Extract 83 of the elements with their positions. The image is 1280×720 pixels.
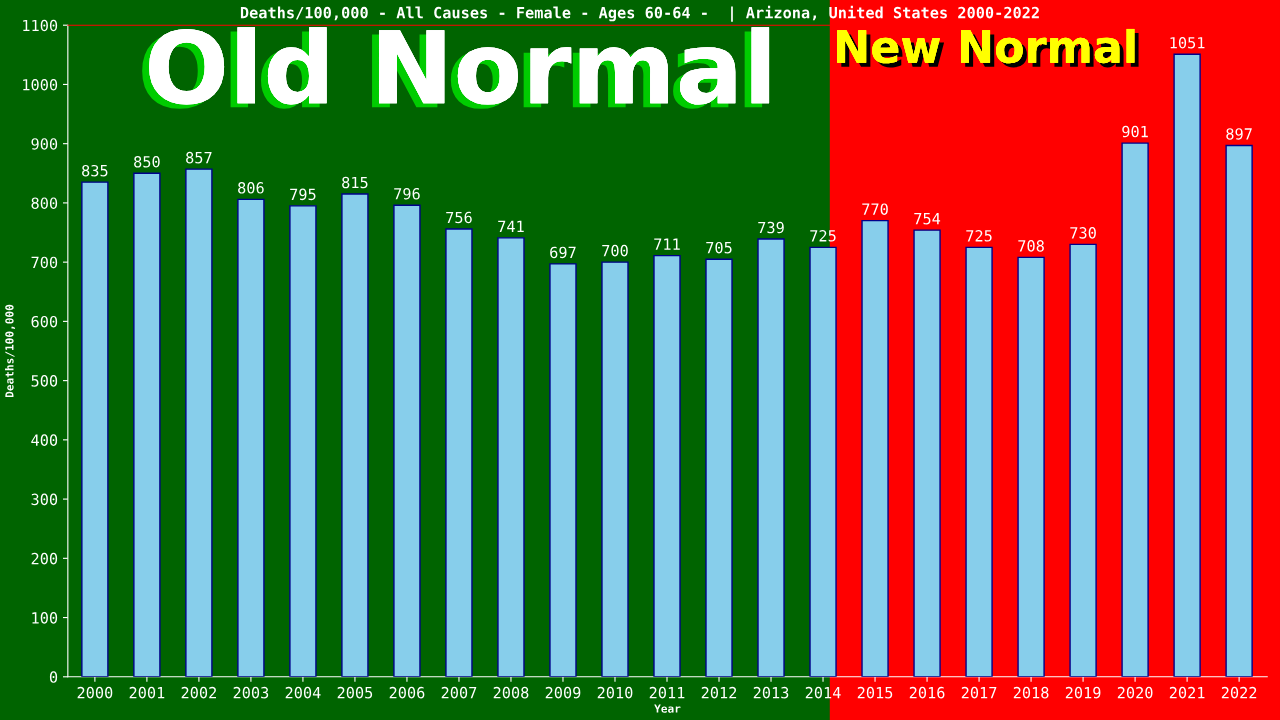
x-tick-label: 2012 — [701, 686, 737, 699]
y-tick-label: 700 — [31, 256, 58, 269]
data-label: 756 — [446, 211, 472, 224]
bar — [341, 193, 369, 677]
y-tick-label: 500 — [31, 375, 58, 387]
data-label: 754 — [914, 213, 941, 225]
data-label: 857 — [186, 151, 212, 164]
bar — [1017, 256, 1045, 677]
x-tick-label: 2011 — [649, 686, 685, 699]
bar — [393, 204, 421, 677]
data-label: 711 — [654, 238, 680, 250]
data-label: 705 — [706, 241, 732, 254]
data-label: 835 — [82, 164, 108, 177]
bar — [81, 181, 109, 677]
x-tick-label: 2004 — [285, 686, 321, 699]
x-tick-label: 2002 — [181, 686, 216, 699]
bar — [809, 246, 837, 677]
x-tick-label: 2006 — [389, 686, 425, 699]
y-tick-label: 400 — [31, 434, 58, 446]
bar — [913, 229, 941, 677]
x-tick-label: 2016 — [909, 686, 945, 699]
bar — [705, 258, 733, 677]
y-axis-title: Deaths/100,000 — [5, 304, 16, 398]
bar — [965, 246, 993, 677]
data-label: 770 — [862, 203, 888, 215]
x-tick-label: 2003 — [233, 686, 269, 699]
data-label: 1051 — [1170, 36, 1205, 49]
x-tick-label: 2015 — [857, 686, 893, 699]
x-tick-label: 2013 — [753, 686, 789, 699]
x-tick-label: 2000 — [77, 686, 113, 699]
bar — [653, 254, 681, 677]
y-tick-label: 1100 — [23, 19, 58, 32]
data-label: 700 — [602, 244, 628, 257]
y-tick-label: 1000 — [23, 78, 58, 91]
x-tick-label: 2001 — [129, 686, 165, 699]
bar — [1069, 243, 1097, 677]
bar — [861, 219, 889, 677]
data-label: 796 — [394, 187, 420, 200]
x-tick-label: 2018 — [1013, 686, 1049, 699]
y-tick-label: 100 — [32, 612, 58, 624]
data-label: 730 — [1070, 227, 1096, 239]
x-tick-label: 2021 — [1169, 686, 1205, 699]
bar — [133, 172, 161, 677]
x-tick-label: 2005 — [337, 686, 373, 699]
bar — [237, 198, 265, 677]
bar — [549, 263, 577, 677]
bar — [185, 168, 213, 677]
data-label: 815 — [342, 176, 368, 189]
y-tick-label: 0 — [49, 671, 58, 683]
data-label: 741 — [498, 220, 524, 232]
bar — [497, 237, 525, 677]
x-tick-label: 2009 — [545, 686, 581, 699]
bar — [289, 205, 317, 677]
data-label: 901 — [1122, 125, 1148, 138]
data-label: 850 — [134, 156, 160, 168]
data-label: 725 — [966, 230, 992, 242]
x-tick-label: 2008 — [493, 686, 529, 699]
bar — [601, 261, 629, 677]
data-label: 795 — [290, 188, 316, 201]
bar — [445, 228, 473, 677]
y-tick-label: 900 — [31, 138, 58, 150]
y-tick-label: 800 — [31, 197, 58, 209]
x-tick-label: 2022 — [1221, 686, 1257, 699]
x-tick-label: 2020 — [1117, 686, 1153, 699]
y-tick-label: 300 — [31, 493, 58, 506]
bar — [757, 238, 785, 677]
bar — [1225, 144, 1253, 677]
x-tick-label: 2010 — [597, 686, 633, 699]
bar — [1173, 53, 1201, 677]
data-label: 708 — [1018, 240, 1044, 252]
bar — [1121, 142, 1149, 677]
x-tick-label: 2007 — [441, 686, 477, 699]
x-axis-title: Year — [654, 704, 681, 713]
y-tick-label: 600 — [31, 315, 58, 328]
data-label: 697 — [550, 246, 576, 259]
x-tick-label: 2017 — [961, 686, 997, 699]
x-tick-label: 2019 — [1065, 686, 1101, 699]
data-label: 739 — [758, 221, 784, 234]
data-label: 897 — [1226, 128, 1252, 140]
annotation: New Normal — [837, 28, 1139, 68]
data-label: 806 — [238, 182, 264, 194]
annotation: Old Normal — [142, 27, 770, 109]
y-tick-label: 200 — [31, 552, 58, 565]
